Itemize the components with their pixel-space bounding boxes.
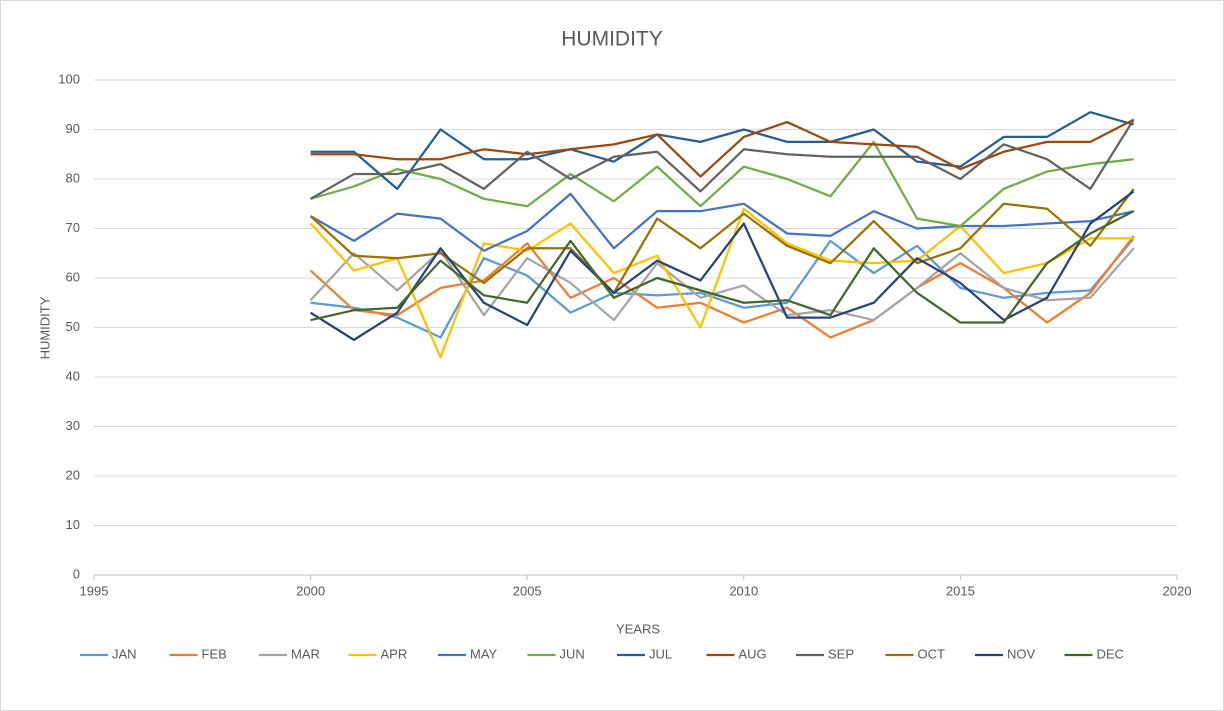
legend-label: APR	[381, 646, 408, 661]
y-tick-label: 20	[66, 467, 80, 482]
legend-label: MAR	[291, 646, 320, 661]
legend-label: AUG	[739, 646, 767, 661]
y-tick-label: 30	[66, 418, 80, 433]
x-tick-label: 2020	[1163, 583, 1192, 598]
legend-label: OCT	[918, 646, 946, 661]
y-tick-label: 90	[66, 121, 80, 136]
legend-label: MAY	[470, 646, 498, 661]
series-line	[310, 119, 1135, 200]
y-tick-label: 70	[66, 220, 80, 235]
legend-label: DEC	[1097, 646, 1124, 661]
x-tick-label: 1995	[80, 583, 109, 598]
legend-label: JUN	[560, 646, 585, 661]
series-line	[310, 210, 1135, 324]
y-tick-label: 10	[66, 517, 80, 532]
legend-label: SEP	[828, 646, 854, 661]
series-line	[310, 190, 1135, 341]
y-tick-label: 40	[66, 368, 80, 383]
y-tick-label: 80	[66, 170, 80, 185]
y-tick-label: 0	[73, 566, 80, 581]
x-tick-label: 2000	[296, 583, 325, 598]
series-line	[309, 247, 1135, 322]
series-line	[309, 235, 1135, 339]
y-tick-label: 50	[66, 319, 80, 334]
y-tick-label: 60	[66, 269, 80, 284]
x-axis-label: YEARS	[616, 621, 660, 636]
y-tick-label: 100	[58, 71, 80, 86]
y-axis-label: HUMIDITY	[37, 296, 52, 359]
legend-label: JAN	[112, 646, 137, 661]
legend-label: JUL	[649, 646, 672, 661]
series-line	[310, 192, 1134, 252]
x-tick-label: 2005	[513, 583, 542, 598]
series-line	[310, 140, 1134, 228]
x-tick-label: 2010	[729, 583, 758, 598]
legend-label: FEB	[202, 646, 227, 661]
legend-label: NOV	[1007, 646, 1036, 661]
series-line	[310, 111, 1134, 191]
series-line	[310, 237, 1135, 339]
x-tick-label: 2015	[946, 583, 975, 598]
series-line	[310, 118, 1135, 178]
chart-title: HUMIDITY	[561, 28, 663, 51]
series-line	[309, 207, 1134, 359]
